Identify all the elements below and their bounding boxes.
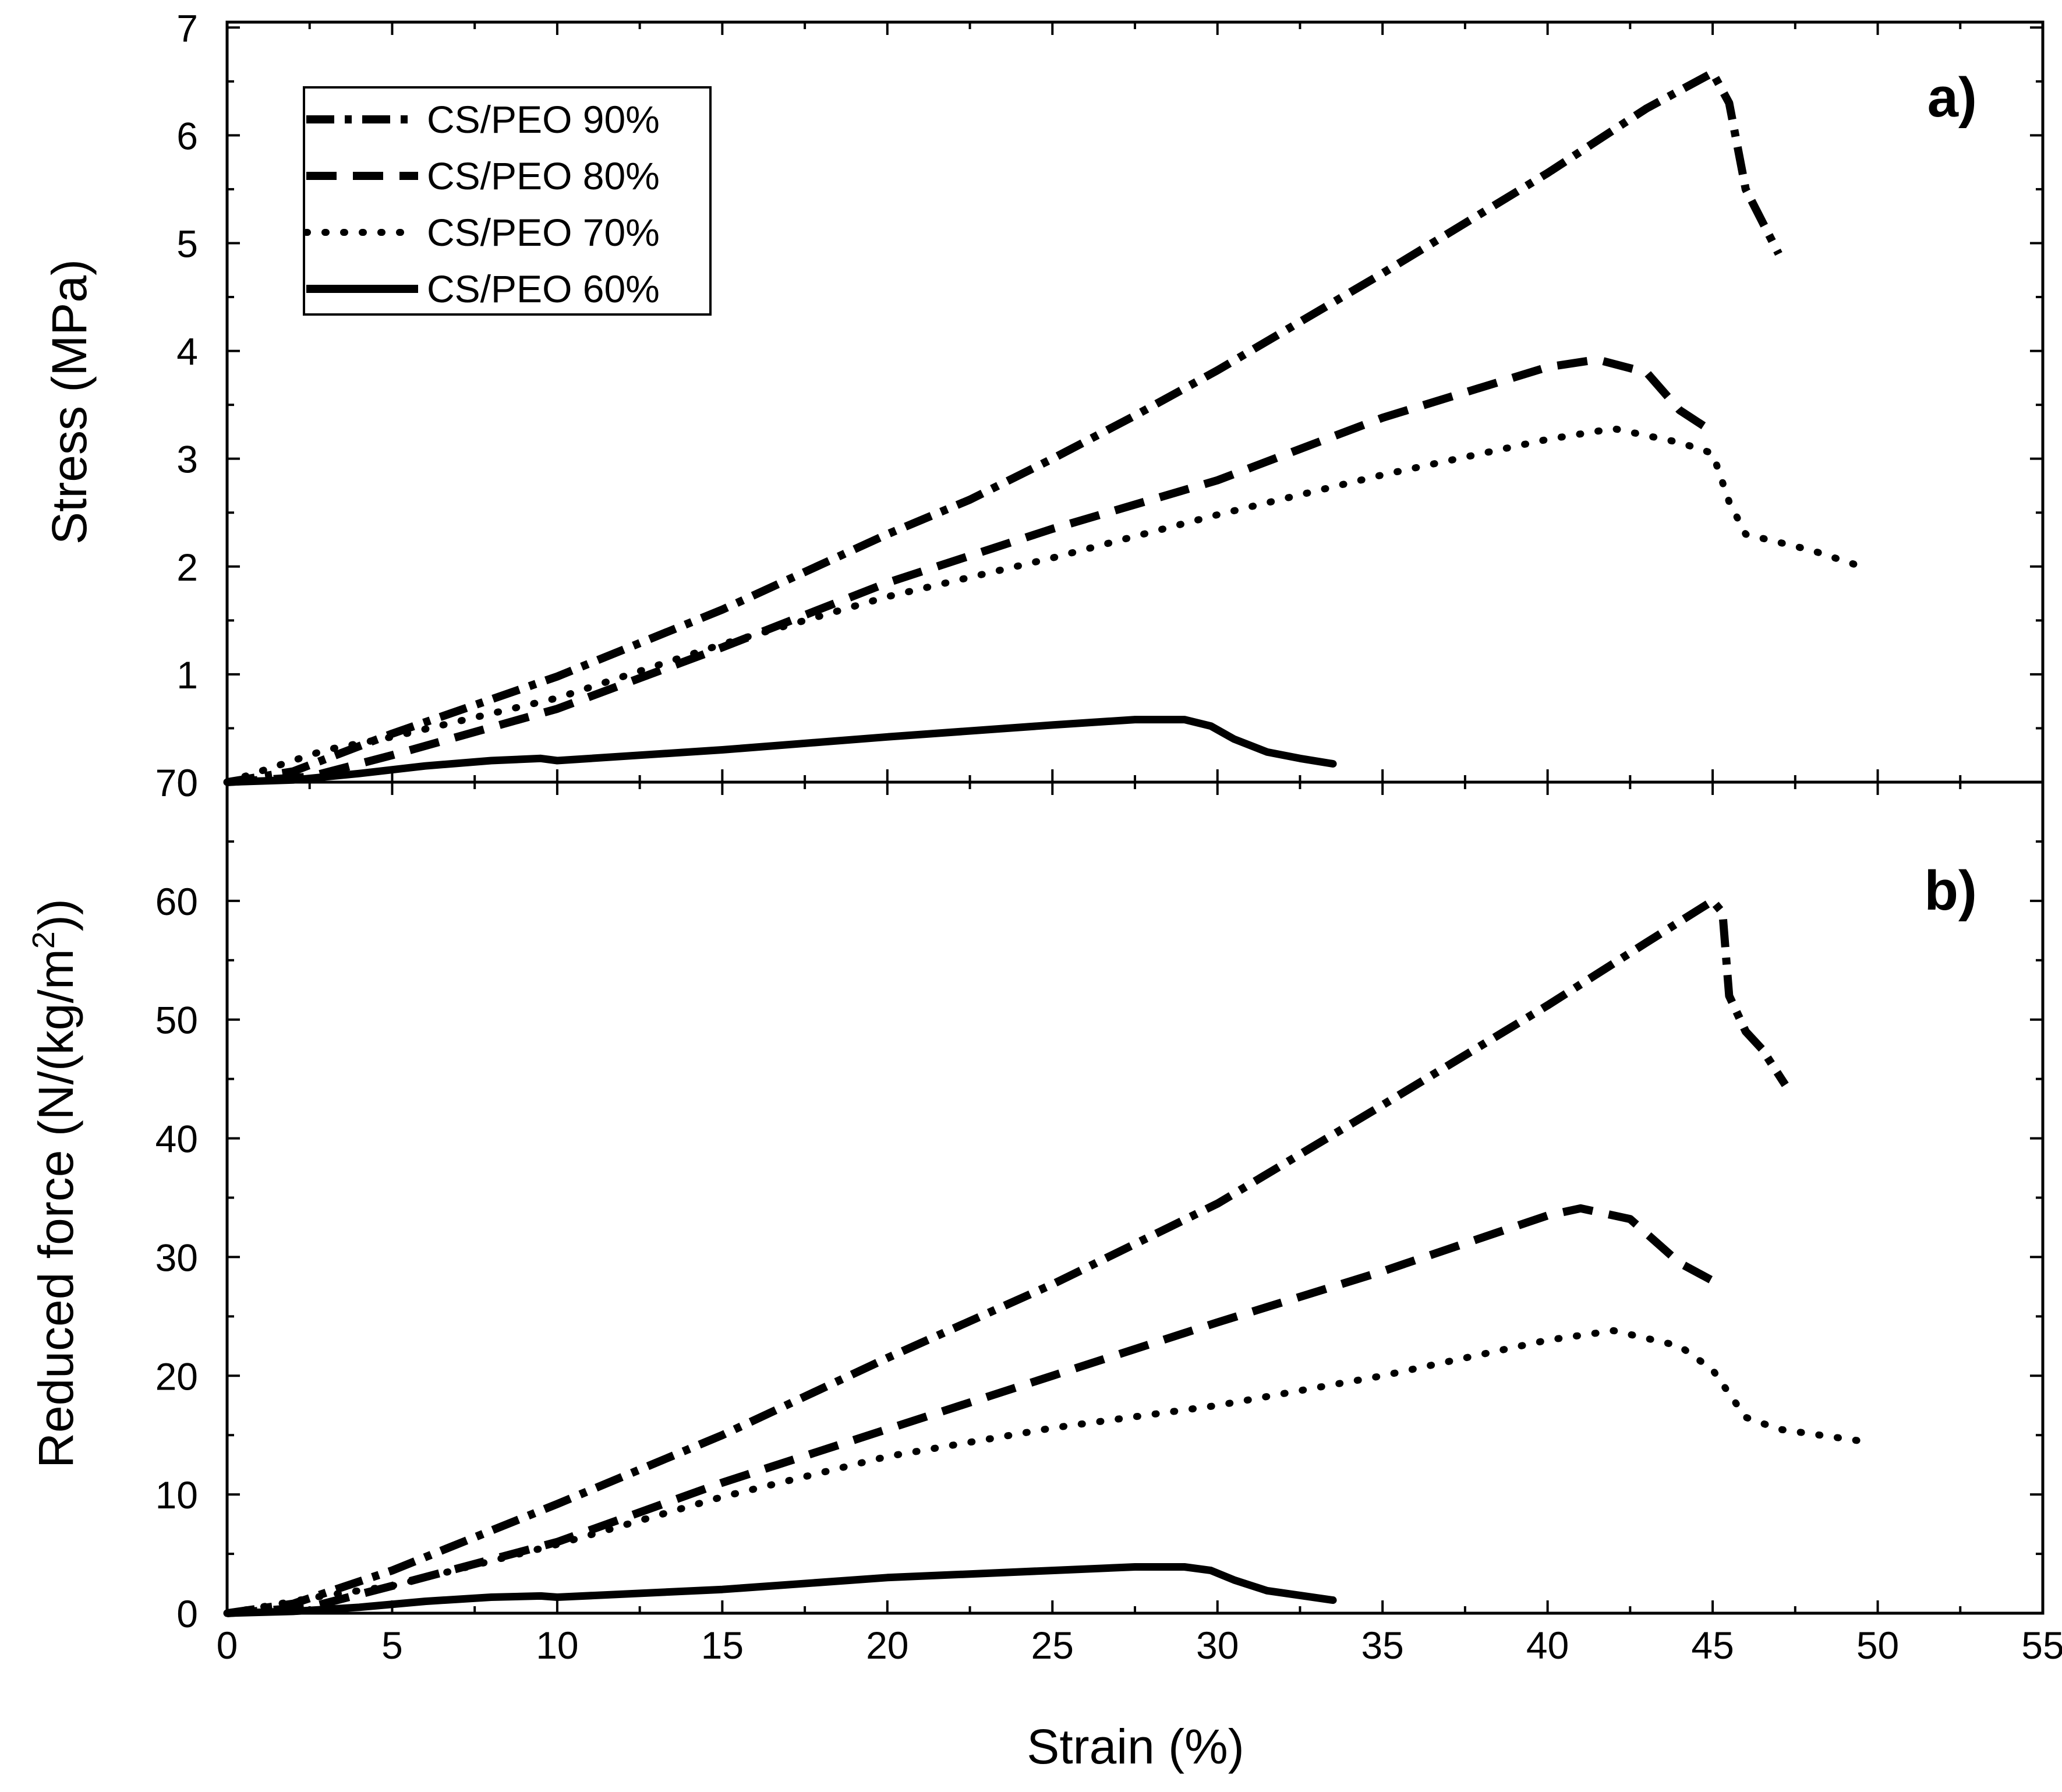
panel-b-frame: [225, 780, 2045, 1615]
x-axis-title: Strain (%): [1027, 1719, 1244, 1774]
panel-a-y-tick-label: 6: [176, 114, 198, 157]
legend-box: [303, 86, 712, 316]
panel-a-y-tick-label: 4: [176, 330, 198, 373]
legend: CS/PEO 90% CS/PEO 80% CS/PEO 70% CS/PEO …: [303, 86, 712, 316]
x-tick-label: 45: [1691, 1624, 1734, 1667]
panel-b-series-cs-peo-70: [224, 1327, 1865, 1617]
legend-label-cs-peo-70: CS/PEO 70%: [427, 211, 660, 254]
panel-a-series-cs-peo-80: [227, 355, 1715, 786]
x-tick-label: 35: [1361, 1624, 1403, 1667]
x-tick-label: 10: [536, 1624, 578, 1667]
legend-label-cs-peo-60: CS/PEO 60%: [427, 267, 660, 310]
legend-label-cs-peo-80: CS/PEO 80%: [427, 154, 660, 197]
panel-b-y-tick-label: 40: [155, 1118, 198, 1161]
panel-a-label: a): [1927, 66, 1977, 129]
x-tick-label: 20: [866, 1624, 908, 1667]
panel-a-y-tick-label: 0: [176, 761, 198, 804]
panel-a-series: [223, 69, 1865, 786]
panel-b-series-cs-peo-80: [227, 1204, 1715, 1617]
x-tick-label: 25: [1031, 1624, 1074, 1667]
x-tick-label: 50: [1856, 1624, 1899, 1667]
panel-b-y-tick-label: 10: [155, 1473, 198, 1517]
x-tick-label: 40: [1526, 1624, 1569, 1667]
x-tick-label: 0: [217, 1624, 238, 1667]
panel-a-y-tick-label: 2: [176, 546, 198, 589]
x-tick-label: 30: [1196, 1624, 1239, 1667]
panel-b-series-cs-peo-90: [227, 896, 1789, 1617]
panel-a-y-tick-label: 3: [176, 438, 198, 481]
panel-b-series-cs-peo-60: [223, 1563, 1337, 1617]
panel-a-series-cs-peo-60: [223, 716, 1337, 786]
panel-a-y-axis-title: Stress (MPa): [42, 259, 97, 545]
panel-a-y-tick-label: 7: [176, 6, 198, 50]
panel-b-y-tick-label: 20: [155, 1355, 198, 1398]
panel-b-y-tick-label: 30: [155, 1236, 198, 1279]
panel-b-y-axis-title-tail: )): [29, 899, 83, 931]
panel-b-y-axis-title-superscript: 2: [26, 931, 61, 949]
panel-a: 0 1 2 3 4 5 6 7 Stress (MPa) a) CS/PEO 90% CS/P…: [42, 6, 2045, 804]
panel-b-y-tick-label: 50: [155, 999, 198, 1042]
panel-a-y-tick-label: 1: [176, 653, 198, 697]
panel-b-y-axis-title: Reduced force (N/(kg/m2)): [26, 899, 83, 1468]
legend-label-cs-peo-90: CS/PEO 90%: [427, 98, 660, 141]
panel-b-y-axis-title-main: Reduced force (N/(kg/m: [29, 949, 83, 1468]
x-tick-label: 5: [381, 1624, 403, 1667]
panel-b-label: b): [1924, 860, 1977, 922]
panel-b-y-tick-label: 60: [155, 880, 198, 923]
panel-b-y-tick-label: 70: [155, 761, 198, 804]
x-tick-label: 55: [2021, 1624, 2062, 1667]
panel-b-series: [223, 896, 1865, 1617]
panel-a-y-tick-label: 5: [176, 222, 198, 265]
panel-a-series-cs-peo-90: [226, 69, 1782, 786]
panel-b-y-tick-label: 0: [176, 1592, 198, 1635]
x-tick-label: 15: [701, 1624, 744, 1667]
